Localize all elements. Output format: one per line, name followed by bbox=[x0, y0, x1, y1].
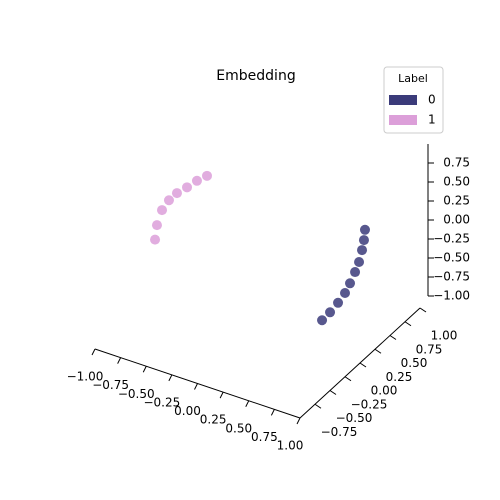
y-tick bbox=[359, 362, 367, 368]
y-tick-label: 0.00 bbox=[371, 384, 398, 398]
x-tick bbox=[296, 417, 301, 425]
z-tick-label: 0.25 bbox=[443, 194, 470, 208]
z-tick-label: −0.50 bbox=[433, 251, 470, 265]
x-tick-label: −0.75 bbox=[92, 378, 129, 392]
x-tick-label: −0.50 bbox=[118, 387, 155, 401]
y-tick bbox=[404, 321, 412, 327]
y-tick bbox=[344, 376, 352, 382]
z-tick-label: −0.25 bbox=[433, 232, 470, 246]
x-tick bbox=[194, 383, 198, 390]
point bbox=[325, 307, 336, 318]
point bbox=[157, 205, 168, 216]
y-tick bbox=[314, 403, 322, 409]
point bbox=[333, 297, 344, 308]
point bbox=[357, 245, 368, 256]
z-tick-label: 0.50 bbox=[443, 175, 470, 189]
x-tick-label: 1.00 bbox=[277, 439, 304, 453]
point bbox=[354, 257, 365, 268]
point bbox=[317, 315, 328, 326]
point bbox=[191, 175, 202, 186]
chart-title: Embedding bbox=[216, 68, 295, 84]
x-tick bbox=[270, 409, 275, 416]
z-tick-label: −0.75 bbox=[433, 270, 470, 284]
legend-swatch bbox=[389, 95, 417, 105]
y-tick bbox=[374, 348, 382, 354]
point bbox=[350, 267, 361, 278]
point bbox=[359, 224, 370, 235]
y-tick bbox=[389, 335, 397, 340]
z-tick-label: 0.75 bbox=[443, 156, 470, 170]
y-tick bbox=[329, 390, 337, 395]
x-tick bbox=[142, 366, 147, 373]
point bbox=[345, 278, 356, 289]
point bbox=[151, 220, 162, 231]
x-tick-label: −1.00 bbox=[67, 370, 104, 384]
x-tick bbox=[91, 348, 96, 356]
point bbox=[358, 235, 369, 246]
legend-title: Label bbox=[398, 72, 428, 85]
y-tick bbox=[419, 307, 427, 313]
x-tick bbox=[117, 357, 122, 364]
legend-label: 1 bbox=[428, 113, 436, 127]
z-tick-label: −1.00 bbox=[433, 289, 470, 303]
y-tick-label: 0.75 bbox=[416, 342, 443, 356]
y-tick-label: −0.75 bbox=[321, 425, 358, 439]
y-tick-label: 0.50 bbox=[401, 356, 428, 370]
legend-label: 0 bbox=[428, 93, 436, 107]
y-tick-label: 1.00 bbox=[431, 329, 458, 343]
x-tick-label: 0.00 bbox=[174, 404, 201, 418]
x-tick-label: 0.25 bbox=[200, 413, 227, 427]
x-tick bbox=[168, 374, 173, 382]
y-tick-label: −0.50 bbox=[336, 411, 373, 425]
x-tick bbox=[219, 391, 224, 399]
z-tick-label: 0.00 bbox=[443, 213, 470, 227]
legend-swatch bbox=[389, 115, 417, 125]
point bbox=[202, 170, 212, 181]
point bbox=[163, 195, 174, 206]
point bbox=[182, 182, 193, 193]
x-tick-label: 0.50 bbox=[225, 421, 252, 435]
point bbox=[171, 188, 182, 199]
point bbox=[150, 234, 161, 245]
x-tick bbox=[245, 400, 250, 407]
x-tick-label: −0.25 bbox=[143, 395, 180, 409]
x-tick-label: 0.75 bbox=[251, 430, 278, 444]
point bbox=[340, 287, 351, 298]
y-tick-label: 0.25 bbox=[386, 370, 413, 384]
y-tick-label: −0.25 bbox=[351, 397, 388, 411]
